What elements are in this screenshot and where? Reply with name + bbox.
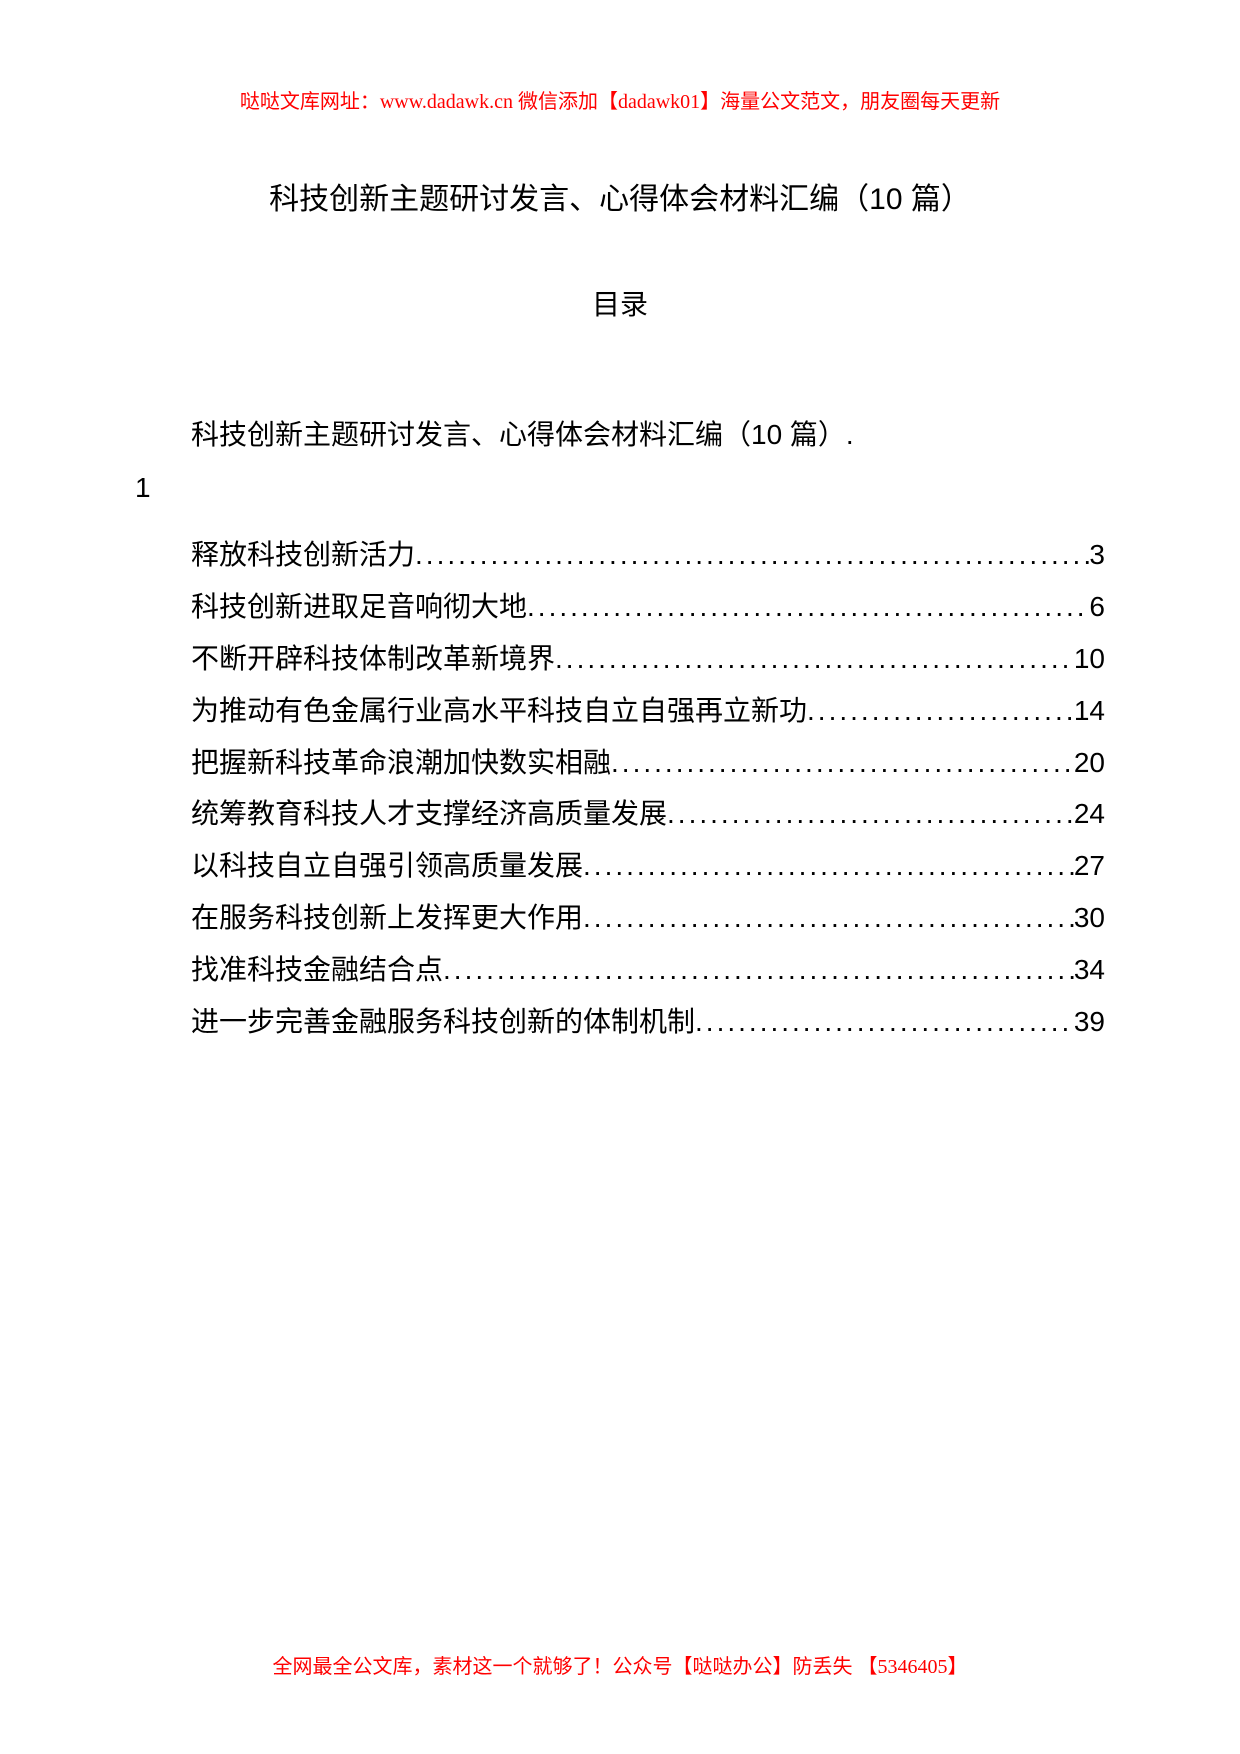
toc-dots: [555, 633, 1074, 685]
toc-dots: [667, 788, 1074, 840]
toc-entry-page: 34: [1074, 944, 1105, 996]
toc-entry-title: 统筹教育科技人才支撑经济高质量发展: [191, 788, 667, 840]
toc-dots: [583, 892, 1074, 944]
toc-entry-title: 以科技自立自强引领高质量发展: [191, 840, 583, 892]
toc-entry-page: 30: [1074, 892, 1105, 944]
toc-entry-page: 14: [1074, 685, 1105, 737]
toc-intro-line: 科技创新主题研讨发言、心得体会材料汇编（10 篇）.: [135, 408, 1105, 461]
toc-entry-page: 27: [1074, 840, 1105, 892]
toc-heading: 目录: [135, 283, 1105, 323]
document-page: 哒哒文库网址：www.dadawk.cn 微信添加【dadawk01】海量公文范…: [0, 0, 1240, 1754]
toc-intro-page: 1: [135, 461, 1105, 514]
toc-dots: [415, 529, 1089, 581]
toc-entry: 在服务科技创新上发挥更大作用 30: [191, 892, 1105, 944]
toc-entry-title: 找准科技金融结合点: [191, 944, 443, 996]
toc-entry-page: 10: [1074, 633, 1105, 685]
toc-dots: [527, 581, 1089, 633]
toc-entry-page: 24: [1074, 788, 1105, 840]
toc-entry-title: 不断开辟科技体制改革新境界: [191, 633, 555, 685]
toc-dots: [807, 685, 1074, 737]
toc-entry: 为推动有色金属行业高水平科技自立自强再立新功 14: [191, 685, 1105, 737]
toc-entry: 把握新科技革命浪潮加快数实相融 20: [191, 737, 1105, 789]
toc-list: 释放科技创新活力 3 科技创新进取足音响彻大地 6 不断开辟科技体制改革新境界 …: [135, 529, 1105, 1047]
toc-entry-title: 把握新科技革命浪潮加快数实相融: [191, 737, 611, 789]
toc-entry-page: 3: [1089, 529, 1105, 581]
toc-entry-title: 在服务科技创新上发挥更大作用: [191, 892, 583, 944]
toc-entry-title: 进一步完善金融服务科技创新的体制机制: [191, 996, 695, 1048]
toc-dots: [695, 996, 1074, 1048]
header-banner: 哒哒文库网址：www.dadawk.cn 微信添加【dadawk01】海量公文范…: [135, 85, 1105, 114]
toc-entry: 不断开辟科技体制改革新境界 10: [191, 633, 1105, 685]
footer-banner: 全网最全公文库，素材这一个就够了！公众号【哒哒办公】防丢失 【5346405】: [0, 1650, 1240, 1679]
toc-entry: 科技创新进取足音响彻大地 6: [191, 581, 1105, 633]
toc-entry-title: 释放科技创新活力: [191, 529, 415, 581]
toc-entry: 释放科技创新活力 3: [191, 529, 1105, 581]
toc-entry-title: 为推动有色金属行业高水平科技自立自强再立新功: [191, 685, 807, 737]
toc-dots: [583, 840, 1074, 892]
toc-entry: 找准科技金融结合点 34: [191, 944, 1105, 996]
toc-entry-page: 39: [1074, 996, 1105, 1048]
toc-entry: 以科技自立自强引领高质量发展 27: [191, 840, 1105, 892]
toc-dots: [443, 944, 1074, 996]
main-title: 科技创新主题研讨发言、心得体会材料汇编（10 篇）: [135, 174, 1105, 218]
toc-entry-page: 6: [1089, 581, 1105, 633]
toc-entry-page: 20: [1074, 737, 1105, 789]
toc-entry: 进一步完善金融服务科技创新的体制机制 39: [191, 996, 1105, 1048]
toc-dots: [611, 737, 1074, 789]
toc-entry: 统筹教育科技人才支撑经济高质量发展 24: [191, 788, 1105, 840]
toc-entry-title: 科技创新进取足音响彻大地: [191, 581, 527, 633]
